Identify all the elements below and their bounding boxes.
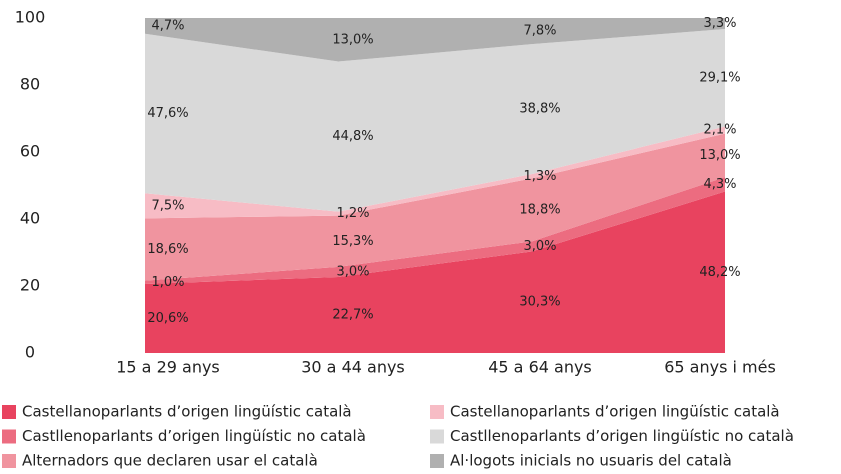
area: [145, 177, 725, 284]
data-label: 15,3%: [332, 234, 373, 249]
x-tick-label: 30 a 44 anys: [301, 358, 405, 377]
legend-label: Castellanoparlants d’origen lingüístic c…: [450, 403, 780, 421]
data-label: 2,1%: [703, 123, 736, 138]
legend-label: Alternadors que declaren usar el català: [22, 452, 318, 470]
data-label: 44,8%: [332, 129, 373, 144]
data-label: 1,3%: [523, 169, 556, 184]
x-tick-label: 15 a 29 anys: [116, 358, 220, 377]
y-tick-label: 20: [20, 276, 40, 295]
data-label: 30,3%: [519, 295, 560, 310]
data-label: 38,8%: [519, 102, 560, 117]
data-label: 7,8%: [523, 24, 556, 39]
legend-swatch: [430, 454, 444, 468]
legend-swatch: [2, 429, 16, 444]
x-tick-label: 65 anys i més: [664, 358, 776, 377]
area: [145, 126, 725, 219]
data-label: 29,1%: [699, 70, 740, 85]
legend-label: Al·logots inicials no usuaris del català: [450, 452, 732, 470]
data-label: 1,2%: [336, 206, 369, 221]
data-label: 4,3%: [703, 177, 736, 192]
data-label: 3,3%: [703, 16, 736, 31]
data-label: 18,8%: [519, 202, 560, 217]
y-tick-label: 60: [20, 142, 40, 161]
legend-swatch: [430, 429, 444, 444]
data-label: 13,0%: [332, 32, 373, 47]
y-tick-label: 80: [20, 75, 40, 94]
data-label: 4,7%: [151, 18, 184, 33]
data-label: 1,0%: [151, 275, 184, 290]
data-label: 22,7%: [332, 307, 373, 322]
data-label: 3,0%: [336, 264, 369, 279]
y-tick-label: 40: [20, 209, 40, 228]
data-label: 18,6%: [147, 242, 188, 257]
x-tick-label: 45 a 64 anys: [488, 358, 592, 377]
area: [145, 29, 725, 212]
legend-swatch: [2, 454, 16, 468]
data-label: 20,6%: [147, 311, 188, 326]
legend-swatch: [2, 405, 16, 419]
legend-swatch: [430, 405, 444, 419]
legend-label: Castllenoparlants d’origen lingüístic no…: [22, 427, 366, 445]
data-label: 47,6%: [147, 106, 188, 121]
y-tick-label: 100: [15, 8, 46, 27]
legend-label: Castellanoparlants d’origen lingüístic c…: [22, 403, 352, 421]
area: [145, 18, 725, 62]
data-label: 48,2%: [699, 265, 740, 280]
area: [145, 133, 725, 281]
legend-label: Castllenoparlants d’origen lingüístic no…: [450, 427, 794, 445]
data-label: 7,5%: [151, 198, 184, 213]
area: [145, 191, 725, 353]
data-label: 3,0%: [523, 239, 556, 254]
data-label: 13,0%: [699, 148, 740, 163]
y-tick-label: 0: [25, 343, 35, 362]
